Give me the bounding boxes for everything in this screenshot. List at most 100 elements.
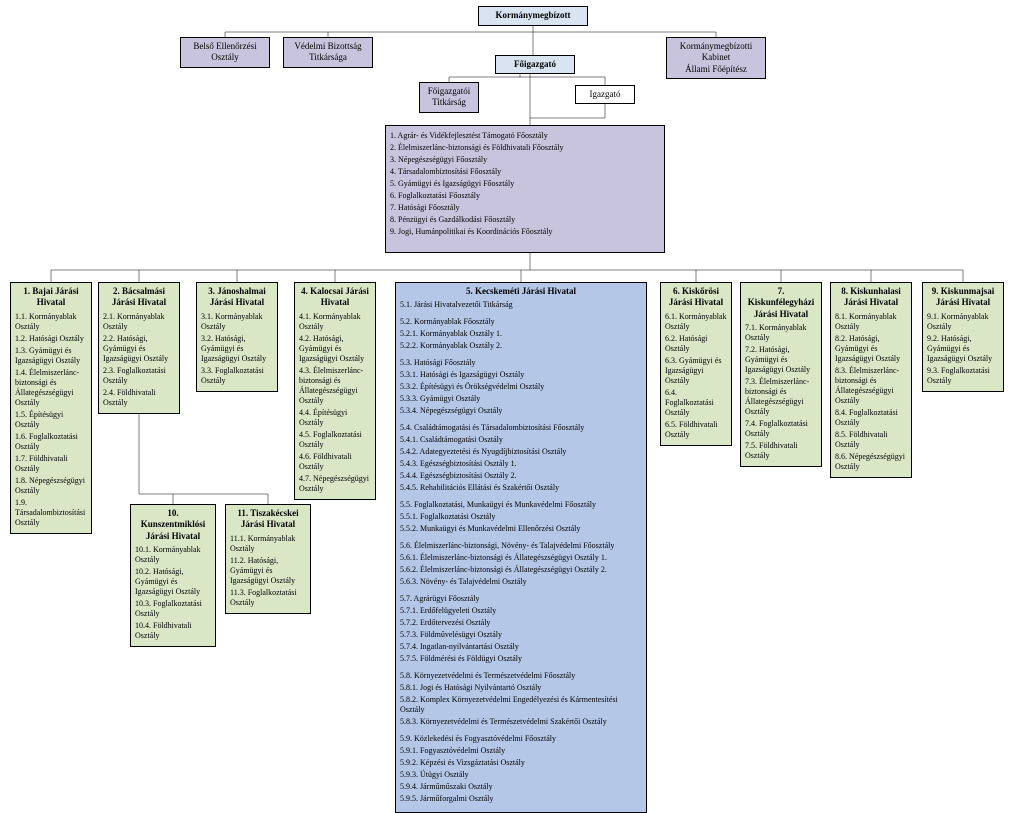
org-chart: Kormánymegbízott Belső EllenőrzésiOsztál… — [0, 0, 1023, 647]
center-item: 5.5.1. Foglalkoztatási Osztály — [400, 512, 642, 522]
office-item: 7.3. Élelmiszerlánc-biztonsági és Állate… — [745, 377, 817, 417]
office-item: 8.4. Foglalkoztatási Osztály — [835, 408, 907, 428]
office-item: 1.8. Népegészségügyi Osztály — [15, 476, 87, 496]
office-item: 1.4. Élelmiszerlánc-biztonsági és Állate… — [15, 368, 87, 408]
office-item: 3.1. Kormányablak Osztály — [201, 312, 273, 332]
office-b10: 10. Kunszentmiklósi Járási Hivatal 10.1. … — [130, 504, 216, 647]
dept-list: 1. Agrár- és Vidékfejlesztést Támogató F… — [390, 131, 660, 237]
office-item: 1.2. Hatósági Osztály — [15, 334, 87, 344]
center-item: 5.8.1. Jogi és Hatósági Nyilvántartó Osz… — [400, 683, 642, 693]
office-b4: 4. Kalocsai Járási Hivatal4.1. Kormányab… — [294, 282, 376, 500]
center-item: 5.9.4. Járműműszaki Osztály — [400, 782, 642, 792]
office-item: 2.2. Hatósági, Gyámügyi és Igazságügyi O… — [103, 334, 175, 364]
office-item: 4.7. Népegészségügyi Osztály — [299, 474, 371, 494]
office-title: 8. Kiskunhalasi Járási Hivatal — [835, 286, 907, 309]
office-item: 6.3. Gyámügyi és Igazságügyi Osztály — [665, 356, 727, 386]
belso-node: Belső EllenőrzésiOsztály — [180, 37, 270, 68]
center-item: 5.2.1. Kormányablak Osztály 1. — [400, 329, 642, 339]
office-item: 1.7. Földhivatali Osztály — [15, 454, 87, 474]
center-item: 5.4.5. Rehabilitációs Ellátási és Szakér… — [400, 483, 642, 493]
center-item: 5.5.2. Munkaügyi és Munkavédelmi Ellenőr… — [400, 524, 642, 534]
dept-item: 9. Jogi, Humánpolitikai és Koordinációs … — [390, 227, 660, 237]
office-item: 10.3. Foglalkoztatási Osztály — [135, 599, 211, 619]
center-item: 5.3.1. Hatósági és Igazságügyi Osztály — [400, 370, 642, 380]
office-item: 2.3. Foglalkoztatási Osztály — [103, 366, 175, 386]
office-item: 9.3. Foglalkoztatási Osztály — [927, 366, 999, 386]
dept-item: 8. Pénzügyi és Gazdálkodási Főosztály — [390, 215, 660, 225]
office-item: 4.5. Foglalkoztatási Osztály — [299, 430, 371, 450]
center-item: 5.7.1. Erdőfelügyeleti Osztály — [400, 606, 642, 616]
center-item: 5.7. Agrárügyi Főosztály — [400, 594, 642, 604]
center-item: 5.4. Családtámogatási és Társadalombizto… — [400, 423, 642, 433]
office-b9: 9. Kiskunmajsai Járási Hivatal9.1. Kormá… — [922, 282, 1004, 392]
office-title: 4. Kalocsai Járási Hivatal — [299, 286, 371, 309]
foigazgato-node: Főigazgató — [495, 55, 575, 74]
office-title: 1. Bajai Járási Hivatal — [15, 286, 87, 309]
office-item: 4.2. Hatósági, Gyámügyi és Igazságügyi O… — [299, 334, 371, 364]
center-item: 5.7.2. Erdőtervezési Osztály — [400, 618, 642, 628]
office-item: 2.4. Földhivatali Osztály — [103, 388, 175, 408]
center-item: 5.8.3. Környezetvédelmi és Természetvéde… — [400, 717, 642, 727]
root-node: Kormánymegbízott — [478, 6, 588, 26]
center-item: 5.9.1. Fogyasztóvédelmi Osztály — [400, 746, 642, 756]
departments-box: 1. Agrár- és Vidékfejlesztést Támogató F… — [385, 125, 665, 253]
office-item: 11.1. Kormányablak Osztály — [230, 534, 306, 554]
office-title: 11. Tiszakécskei Járási Hivatal — [230, 508, 306, 531]
office-item: 4.3. Élelmiszerlánc-biztonsági és Állate… — [299, 366, 371, 406]
office-item: 11.3. Foglalkoztatási Osztály — [230, 588, 306, 608]
office-item: 7.1. Kormányablak Osztály — [745, 323, 817, 343]
dept-item: 7. Hatósági Főosztály — [390, 203, 660, 213]
center-item: 5.7.3. Földművelésügyi Osztály — [400, 630, 642, 640]
center-item: 5.1. Járási Hivatalvezetői Titkárság — [400, 300, 642, 310]
office-title: 2. Bácsalmási Járási Hivatal — [103, 286, 175, 309]
office-title: 7. Kiskunfélegyházi Járási Hivatal — [745, 286, 817, 320]
office-item: 6.4. Foglalkoztatási Osztály — [665, 388, 727, 418]
dept-item: 6. Foglalkoztatási Főosztály — [390, 191, 660, 201]
office-item: 7.2. Hatósági, Gyámügyi és Igazságügyi O… — [745, 345, 817, 375]
office-title: 10. Kunszentmiklósi Járási Hivatal — [135, 508, 211, 542]
center-item: 5.3. Hatósági Főosztály — [400, 358, 642, 368]
office-item: 6.5. Földhivatali Osztály — [665, 420, 727, 440]
office-b11: 11. Tiszakécskei Járási Hivatal 11.1. Kor… — [225, 504, 311, 614]
center-item: 5.4.3. Egészségbiztosítási Osztály 1. — [400, 459, 642, 469]
center-item: 5.9.3. Útügyi Osztály — [400, 770, 642, 780]
center-item: 5.4.4. Egészségbiztosítási Osztály 2. — [400, 471, 642, 481]
office-item: 3.2. Hatósági, Gyámügyi és Igazságügyi O… — [201, 334, 273, 364]
office-item: 1.1. Kormányablak Osztály — [15, 312, 87, 332]
office-b8: 8. Kiskunhalasi Járási Hivatal8.1. Kormá… — [830, 282, 912, 478]
office-item: 9.2. Hatósági, Gyámügyi és Igazságügyi O… — [927, 334, 999, 364]
office-title: 6. Kiskőrösi Járási Hivatal — [665, 286, 727, 309]
center-item: 5.2.2. Kormányablak Osztály 2. — [400, 341, 642, 351]
center-title: 5. Kecskeméti Járási Hivatal — [400, 286, 642, 297]
center-item: 5.7.4. Ingatlan-nyilvántartási Osztály — [400, 642, 642, 652]
office-item: 10.4. Földhivatali Osztály — [135, 621, 211, 641]
office-item: 1.5. Építésügyi Osztály — [15, 410, 87, 430]
office-b2: 2. Bácsalmási Járási Hivatal2.1. Kormány… — [98, 282, 180, 414]
office-item: 3.3. Foglalkoztatási Osztály — [201, 366, 273, 386]
center-item: 5.3.2. Építésügyi és Örökségvédelmi Oszt… — [400, 382, 642, 392]
center-item: 5.3.4. Népegészségügyi Osztály — [400, 406, 642, 416]
office-b3: 3. Jánoshalmai Járási Hivatal 3.1. Kormán… — [196, 282, 278, 392]
office-title: 3. Jánoshalmai Járási Hivatal — [201, 286, 273, 309]
center-item: 5.6.3. Növény- és Talajvédelmi Osztály — [400, 577, 642, 587]
office-item: 11.2. Hatósági, Gyámügyi és Igazságügyi … — [230, 556, 306, 586]
office-item: 8.6. Népegészségügyi Osztály — [835, 452, 907, 472]
dept-item: 4. Társadalombiztosítási Főosztály — [390, 167, 660, 177]
office-item: 8.3. Élelmiszerlánc-biztonsági és Állate… — [835, 366, 907, 406]
office-item: 8.2. Hatósági, Gyámügyi és Igazságügyi O… — [835, 334, 907, 364]
center-item: 5.3.3. Gyámügyi Osztály — [400, 394, 642, 404]
office-item: 1.3. Gyámügyi és Igazságügyi Osztály — [15, 346, 87, 366]
titkarsag-node: FőigazgatóiTitkárság — [419, 82, 479, 113]
center-item: 5.9.5. Járműforgalmi Osztály — [400, 794, 642, 804]
center-item: 5.6.2. Élelmiszerlánc-biztonsági és Álla… — [400, 565, 642, 575]
office-b6: 6. Kiskőrösi Járási Hivatal6.1. Kormánya… — [660, 282, 732, 446]
center-office: 5. Kecskeméti Járási Hivatal 5.1. Járási… — [395, 282, 647, 813]
office-item: 7.4. Foglalkoztatási Osztály — [745, 419, 817, 439]
center-item: 5.2. Kormányablak Főosztály — [400, 317, 642, 327]
center-item: 5.8. Környezetvédelmi és Természetvédelm… — [400, 671, 642, 681]
center-item: 5.4.2. Adategyeztetési és Nyugdíjbiztosí… — [400, 447, 642, 457]
office-b1: 1. Bajai Járási Hivatal 1.1. Kormányablak… — [10, 282, 92, 534]
center-item: 5.4.1. Családtámogatási Osztály — [400, 435, 642, 445]
office-item: 10.1. Kormányablak Osztály — [135, 545, 211, 565]
center-item: 5.5. Foglalkoztatási, Munkaügyi és Munka… — [400, 500, 642, 510]
